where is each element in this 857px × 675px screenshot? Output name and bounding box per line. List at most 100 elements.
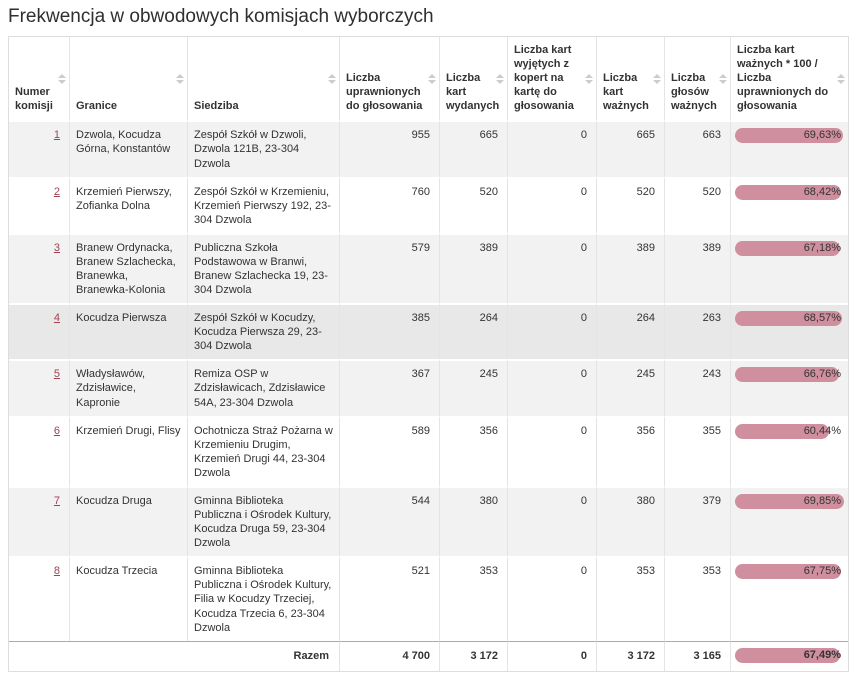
turnout-bar [735, 367, 839, 383]
glosow-waznych-cell: 520 [665, 176, 731, 233]
kart-wydanych-cell: 264 [440, 303, 508, 360]
uprawnieni-cell: 760 [340, 176, 440, 233]
commission-number-cell: 8 [9, 556, 70, 641]
kart-wydanych-cell: 353 [440, 556, 508, 641]
column-header-liczba-kart-wyjetych[interactable]: Liczba kart wyjętych z kopert na kartę d… [508, 37, 597, 121]
glosow-waznych-cell: 663 [665, 120, 731, 177]
column-header-numer-komisji[interactable]: Numer komisji [9, 37, 70, 121]
turnout-percent-cell: 67,18% [731, 232, 848, 304]
column-header-label: Liczba kart ważnych * 100 / Liczba upraw… [737, 44, 829, 113]
turnout-bar [735, 184, 842, 200]
turnout-percent-value: 68,57% [803, 312, 841, 325]
glosow-waznych-cell: 243 [665, 359, 731, 416]
kart-waznych-cell: 520 [597, 176, 665, 233]
column-header-label: Liczba kart wydanych [446, 72, 500, 113]
uprawnieni-cell: 521 [340, 556, 440, 641]
column-header-siedziba[interactable]: Siedziba [188, 37, 340, 121]
siedziba-cell: Ochotnicza Straż Pożarna w Krzemieniu Dr… [188, 415, 340, 486]
uprawnieni-cell: 544 [340, 485, 440, 557]
column-header-label: Liczba uprawnionych do głosowania [346, 72, 423, 113]
column-header-liczba-kart-waznych[interactable]: Liczba kart ważnych [597, 37, 665, 121]
kart-wydanych-cell: 520 [440, 176, 508, 233]
granice-cell: Branew Ordynacka, Branew Szlachecka, Bra… [70, 232, 188, 304]
table-row: 1 Dzwola, Kocudza Górna, Konstantów Zespół… [9, 120, 848, 177]
kart-waznych-cell: 353 [597, 556, 665, 641]
glosow-waznych-cell: 353 [665, 556, 731, 641]
siedziba-cell: Remiza OSP w Zdzisławicach, Zdzisławice … [188, 359, 340, 416]
column-header-label: Granice [76, 100, 117, 113]
granice-cell: Kocudza Trzecia [70, 556, 188, 641]
commission-number-link[interactable]: 1 [53, 129, 60, 142]
kart-wyjetych-cell: 0 [508, 176, 597, 233]
turnout-percent-cell: 68,57% [731, 303, 848, 360]
commission-number-link[interactable]: 7 [53, 494, 60, 507]
turnout-bar [735, 128, 844, 144]
commission-number-link[interactable]: 6 [53, 424, 60, 437]
table-row: 7 Kocudza Druga Gminna Biblioteka Publiczn… [9, 485, 848, 557]
commission-number-link[interactable]: 4 [53, 312, 60, 325]
sort-icon [428, 73, 436, 84]
turnout-percent-cell: 69,85% [731, 485, 848, 557]
column-header-granice[interactable]: Granice [70, 37, 188, 121]
column-header-label: Liczba głosów ważnych [671, 72, 717, 113]
sort-icon [837, 73, 845, 84]
uprawnieni-cell: 367 [340, 359, 440, 416]
table-row: 5 Władysławów, Zdzisławice, Kapronie Remiz… [9, 359, 848, 416]
column-header-label: Liczba kart wyjętych z kopert na kartę d… [514, 44, 574, 113]
total-label-cell: Razem [9, 640, 340, 671]
kart-wyjetych-cell: 0 [508, 415, 597, 486]
commission-number-link[interactable]: 3 [53, 241, 60, 254]
column-header-label: Numer komisji [15, 86, 53, 113]
kart-wyjetych-cell: 0 [508, 120, 597, 177]
siedziba-cell: Zespół Szkół w Krzemieniu, Krzemień Pier… [188, 176, 340, 233]
turnout-bar [735, 423, 830, 439]
kart-wydanych-cell: 356 [440, 415, 508, 486]
commission-number-cell: 3 [9, 232, 70, 304]
sort-icon [719, 73, 727, 84]
commission-number-cell: 2 [9, 176, 70, 233]
turnout-percent-value: 68,42% [803, 185, 841, 198]
total-uprawnieni-cell: 4 700 [340, 640, 440, 671]
kart-wyjetych-cell: 0 [508, 232, 597, 304]
commission-number-link[interactable]: 2 [53, 185, 60, 198]
column-header-frekwencja[interactable]: Liczba kart ważnych * 100 / Liczba upraw… [731, 37, 848, 121]
siedziba-cell: Gminna Biblioteka Publiczna i Ośrodek Ku… [188, 556, 340, 641]
kart-waznych-cell: 264 [597, 303, 665, 360]
siedziba-cell: Publiczna Szkoła Podstawowa w Branwi, Br… [188, 232, 340, 304]
sort-icon [653, 73, 661, 84]
total-kart-wyjetych-cell: 0 [508, 640, 597, 671]
kart-wyjetych-cell: 0 [508, 556, 597, 641]
siedziba-cell: Gminna Biblioteka Publiczna i Ośrodek Ku… [188, 485, 340, 557]
turnout-percent-value: 67,75% [803, 565, 841, 578]
commission-number-link[interactable]: 8 [53, 565, 60, 578]
kart-waznych-cell: 665 [597, 120, 665, 177]
turnout-percent-cell: 60,44% [731, 415, 848, 486]
column-header-label: Liczba kart ważnych [603, 72, 649, 113]
turnout-percent-value: 67,49% [803, 648, 841, 661]
siedziba-cell: Zespół Szkół w Kocudzy, Kocudza Pierwsza… [188, 303, 340, 360]
commission-number-cell: 4 [9, 303, 70, 360]
glosow-waznych-cell: 379 [665, 485, 731, 557]
column-header-liczba-kart-wydanych[interactable]: Liczba kart wydanych [440, 37, 508, 121]
uprawnieni-cell: 589 [340, 415, 440, 486]
total-kart-wydanych-cell: 3 172 [440, 640, 508, 671]
kart-wyjetych-cell: 0 [508, 359, 597, 416]
total-glosow-waznych-cell: 3 165 [665, 640, 731, 671]
kart-wydanych-cell: 245 [440, 359, 508, 416]
kart-waznych-cell: 380 [597, 485, 665, 557]
column-header-liczba-uprawnionych[interactable]: Liczba uprawnionych do głosowania [340, 37, 440, 121]
page-title: Frekwencja w obwodowych komisjach wyborc… [8, 6, 434, 27]
total-kart-waznych-cell: 3 172 [597, 640, 665, 671]
turnout-percent-value: 69,85% [803, 494, 841, 507]
column-header-liczba-glosow-waznych[interactable]: Liczba głosów ważnych [665, 37, 731, 121]
commission-number-link[interactable]: 5 [53, 368, 60, 381]
commission-number-cell: 6 [9, 415, 70, 486]
commission-number-cell: 1 [9, 120, 70, 177]
turnout-bar [735, 493, 844, 509]
glosow-waznych-cell: 263 [665, 303, 731, 360]
granice-cell: Kocudza Druga [70, 485, 188, 557]
table-total-row: Razem 4 700 3 172 0 3 172 3 165 67,49% [9, 640, 848, 671]
commission-number-cell: 7 [9, 485, 70, 557]
sort-icon [176, 73, 184, 84]
